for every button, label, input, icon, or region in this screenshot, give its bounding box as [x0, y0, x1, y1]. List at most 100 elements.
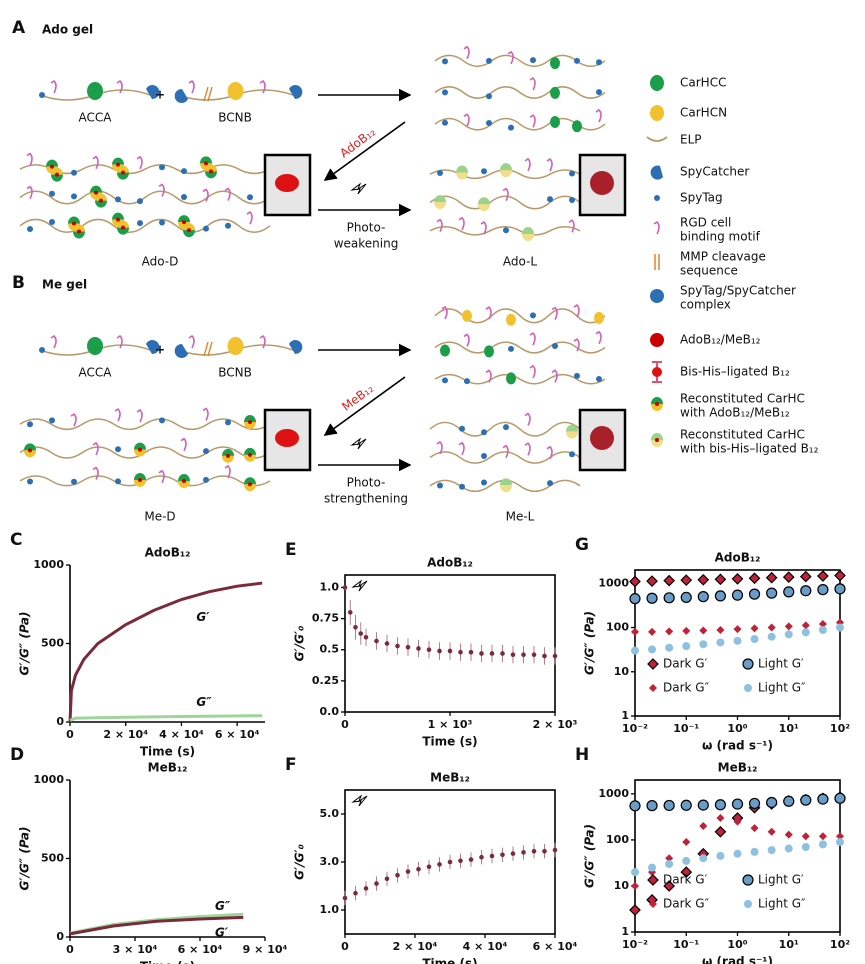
- marker-circle: [800, 794, 812, 806]
- marker-circle: [744, 684, 752, 692]
- legend-text: SpyCatcher: [680, 165, 749, 179]
- carh-half: [222, 455, 234, 463]
- marker-circle: [801, 843, 810, 852]
- spycatcher: [174, 88, 188, 103]
- spytag-dot: [437, 482, 443, 489]
- marker-diamond: [716, 625, 725, 634]
- x-tick-label: 0: [341, 940, 349, 953]
- chart-title: MeB₁₂: [430, 771, 470, 785]
- data-point: [489, 853, 495, 859]
- icon: [650, 75, 664, 91]
- legend-text: Dark G″: [663, 897, 710, 911]
- spytag-dot: [596, 376, 602, 383]
- data-point: [510, 851, 516, 856]
- marker-circle: [818, 840, 827, 849]
- b12: [50, 164, 54, 169]
- legend-text: CarHCC: [680, 76, 726, 90]
- data-point: [552, 847, 558, 853]
- spytag-dot: [203, 448, 209, 455]
- series-annotation: G″: [196, 695, 212, 709]
- b12: [187, 228, 191, 233]
- marker-circle: [648, 863, 657, 872]
- y-tick-label: 500: [41, 852, 64, 865]
- carh-half: [566, 431, 578, 439]
- cofactor-label: AdoB₁₂: [337, 125, 378, 161]
- rgd-motif: [529, 76, 536, 91]
- carh-half: [117, 220, 129, 228]
- carh-half: [183, 223, 195, 231]
- marker-circle: [631, 646, 639, 655]
- marker-diamond: [801, 621, 810, 630]
- spycatcher: [146, 340, 160, 355]
- spytag-dot: [159, 219, 165, 226]
- rgd-motif: [529, 114, 536, 128]
- rgd-motif: [507, 50, 514, 65]
- carh-half: [95, 193, 107, 201]
- rgd-motif: [92, 441, 99, 456]
- spytag-dot: [247, 194, 253, 201]
- data-point: [353, 890, 358, 896]
- carh: [227, 82, 244, 100]
- spytag-dot: [159, 164, 165, 171]
- spytag-dot: [27, 478, 33, 485]
- carh-half: [205, 164, 217, 172]
- rgd-motif: [529, 332, 536, 346]
- marker-diamond: [733, 817, 742, 826]
- y-tick-label: 1.0: [320, 580, 340, 593]
- marker-diamond: [716, 813, 725, 822]
- panel-letter: D: [10, 745, 24, 765]
- legend-text: Light G″: [758, 681, 806, 695]
- marker-circle: [682, 642, 691, 651]
- spytag-dot: [71, 193, 77, 200]
- marker-circle: [817, 584, 829, 596]
- rgd-motif: [436, 440, 443, 455]
- data-point: [479, 651, 484, 656]
- carh-half: [478, 204, 490, 212]
- marker-circle: [818, 625, 827, 634]
- rgd-motif: [653, 220, 660, 235]
- spytag-dot: [464, 378, 470, 385]
- marker-circle: [646, 800, 658, 812]
- data-point: [552, 653, 558, 659]
- marker-diamond: [765, 571, 778, 584]
- spytag-dot: [137, 198, 143, 205]
- x-tick-label: 2 × 10⁴: [103, 728, 148, 741]
- marker-circle: [699, 854, 708, 863]
- mmp-site: [203, 86, 213, 102]
- marker-diamond: [784, 830, 793, 839]
- marker-circle: [742, 874, 754, 886]
- data-point: [500, 651, 505, 656]
- rgd-motif: [224, 464, 231, 479]
- x-tick-label: 0: [66, 943, 74, 956]
- marker-circle: [767, 632, 776, 641]
- legend-text: SpyTag/SpyCatcher: [680, 284, 796, 298]
- carh-half: [456, 165, 468, 173]
- legend-text: Light G′: [758, 657, 804, 671]
- carh-half: [134, 449, 146, 457]
- data-point: [458, 649, 463, 655]
- marker-circle: [697, 591, 709, 603]
- x-tick-label: 2 × 10⁴: [393, 940, 438, 953]
- rgd-motif: [524, 412, 531, 426]
- y-axis-label: G′/G′₀: [293, 843, 307, 879]
- marker-diamond: [649, 684, 657, 692]
- data-point: [426, 647, 432, 653]
- x-tick-label: 9 × 10⁴: [243, 943, 288, 956]
- marker-circle: [766, 587, 778, 599]
- carh-half: [244, 415, 256, 423]
- monomer-label: BCNB: [218, 111, 252, 125]
- cofactor-label: MeB₁₂: [339, 381, 376, 414]
- rgd-motif: [441, 305, 448, 320]
- data-point: [437, 862, 442, 867]
- x-tick-label: 10⁻¹: [673, 938, 699, 951]
- data-point: [531, 652, 537, 658]
- b12: [209, 169, 213, 174]
- b12: [121, 170, 125, 175]
- carh: [550, 57, 560, 70]
- spytag-dot: [39, 347, 45, 353]
- process-label: Photo-: [347, 476, 386, 490]
- y-axis-label: G′/G″ (Pa): [583, 824, 597, 888]
- b12: [116, 217, 120, 222]
- carh-half: [478, 197, 490, 205]
